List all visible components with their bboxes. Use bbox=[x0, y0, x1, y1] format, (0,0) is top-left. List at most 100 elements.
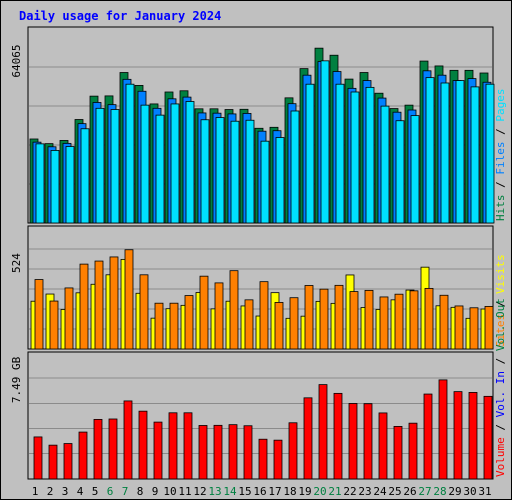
bar-pages-day-3 bbox=[65, 146, 75, 224]
bar-volume-day-5 bbox=[93, 418, 103, 480]
bar-pages-day-7 bbox=[125, 83, 135, 224]
bar-sites-day-6 bbox=[109, 256, 119, 350]
legend-files: Files bbox=[494, 142, 507, 175]
bar-volume-day-31 bbox=[483, 395, 493, 480]
bar-volume-day-19 bbox=[303, 397, 313, 480]
x-tick-label-day-6: 6 bbox=[107, 485, 114, 498]
x-tick-label-day-20: 20 bbox=[313, 485, 326, 498]
bar-volume-day-9 bbox=[153, 421, 163, 480]
bar-sites-day-15 bbox=[244, 299, 254, 350]
bar-pages-day-17 bbox=[275, 137, 285, 224]
bar-volume-day-7 bbox=[123, 400, 133, 480]
bar-sites-day-9 bbox=[154, 302, 164, 350]
legend-separator: / bbox=[494, 175, 507, 195]
bar-pages-day-22 bbox=[350, 91, 360, 224]
bar-volume-day-26 bbox=[408, 422, 418, 480]
x-tick-label-day-19: 19 bbox=[298, 485, 311, 498]
bar-pages-day-20 bbox=[320, 60, 330, 224]
x-tick-label-day-1: 1 bbox=[32, 485, 39, 498]
bar-pages-day-2 bbox=[50, 150, 60, 224]
legend: Sites / Visits bbox=[494, 254, 507, 347]
bar-pages-day-31 bbox=[485, 83, 495, 224]
bar-pages-day-21 bbox=[335, 83, 345, 224]
bar-sites-day-12 bbox=[199, 275, 209, 350]
legend-vol-out: Vol. Out bbox=[494, 298, 507, 351]
x-axis-day-labels: 1 2 3 4 5 6 7 8 9 10 11 12 13 14 15 16 17 18 19 20 21 22 23 24 2… bbox=[32, 485, 492, 498]
legend-separator: / bbox=[494, 294, 507, 314]
legend-visits: Visits bbox=[494, 254, 507, 294]
bar-sites-day-23 bbox=[364, 289, 374, 350]
bar-volume-day-30 bbox=[468, 392, 478, 480]
bar-sites-day-18 bbox=[289, 297, 299, 350]
x-tick-label-day-8: 8 bbox=[137, 485, 144, 498]
bar-pages-day-5 bbox=[95, 107, 105, 224]
legend: Hits / Files / Pages bbox=[494, 89, 507, 222]
x-tick-label-day-5: 5 bbox=[92, 485, 99, 498]
bar-sites-day-27 bbox=[424, 287, 434, 350]
bar-volume-day-12 bbox=[198, 425, 208, 480]
bar-pages-day-4 bbox=[80, 128, 90, 224]
bar-sites-day-20 bbox=[319, 288, 329, 350]
bar-volume-day-14 bbox=[228, 424, 238, 480]
x-tick-label-day-2: 2 bbox=[47, 485, 54, 498]
bar-volume-day-22 bbox=[348, 403, 358, 480]
legend-separator: / bbox=[494, 417, 507, 437]
bar-volume-day-16 bbox=[258, 438, 268, 480]
scale-label: 524 bbox=[10, 253, 23, 273]
x-tick-label-day-28: 28 bbox=[433, 485, 446, 498]
bar-pages-day-18 bbox=[290, 110, 300, 224]
legend-pages: Pages bbox=[494, 89, 507, 122]
bar-sites-day-10 bbox=[169, 302, 179, 350]
bar-sites-day-22 bbox=[349, 291, 359, 350]
bar-pages-day-28 bbox=[440, 82, 450, 224]
x-tick-label-day-29: 29 bbox=[448, 485, 461, 498]
bar-sites-day-31 bbox=[484, 306, 494, 350]
bar-volume-day-27 bbox=[423, 393, 433, 480]
legend: Volume / Vol. In / Vol. Out bbox=[494, 298, 507, 477]
bar-sites-day-2 bbox=[49, 300, 59, 350]
x-tick-label-day-10: 10 bbox=[163, 485, 176, 498]
bar-pages-day-10 bbox=[170, 103, 180, 224]
bar-sites-day-1 bbox=[34, 279, 44, 350]
x-tick-label-day-24: 24 bbox=[373, 485, 387, 498]
bar-sites-day-11 bbox=[184, 295, 194, 350]
bar-sites-day-26 bbox=[409, 290, 419, 350]
x-tick-label-day-14: 14 bbox=[223, 485, 237, 498]
bar-volume-day-15 bbox=[243, 425, 253, 480]
bar-volume-day-23 bbox=[363, 403, 373, 480]
bar-pages-day-1 bbox=[35, 143, 45, 224]
sites-visits-panel: 524 Sites / Visits bbox=[10, 225, 507, 350]
x-tick-label-day-25: 25 bbox=[388, 485, 401, 498]
bar-pages-day-23 bbox=[365, 86, 375, 224]
bar-volume-day-4 bbox=[78, 431, 88, 480]
bar-volume-day-6 bbox=[108, 418, 118, 480]
bar-volume-day-28 bbox=[438, 379, 448, 480]
x-tick-label-day-9: 9 bbox=[152, 485, 159, 498]
bar-pages-day-14 bbox=[230, 120, 240, 224]
x-tick-label-day-3: 3 bbox=[62, 485, 69, 498]
x-tick-label-day-27: 27 bbox=[418, 485, 431, 498]
bar-pages-day-19 bbox=[305, 83, 315, 224]
x-tick-label-day-15: 15 bbox=[238, 485, 251, 498]
bar-pages-day-13 bbox=[215, 117, 225, 224]
bar-sites-day-4 bbox=[79, 263, 89, 350]
bar-volume-day-10 bbox=[168, 412, 178, 480]
bar-sites-day-16 bbox=[259, 281, 269, 350]
bar-volume-day-29 bbox=[453, 391, 463, 480]
bar-volume-day-3 bbox=[63, 443, 73, 480]
bar-sites-day-28 bbox=[439, 294, 449, 350]
bar-volume-day-2 bbox=[48, 444, 58, 480]
bar-pages-day-30 bbox=[470, 86, 480, 224]
bar-volume-day-25 bbox=[393, 426, 403, 480]
bar-sites-day-8 bbox=[139, 274, 149, 350]
x-tick-label-day-11: 11 bbox=[178, 485, 191, 498]
bar-pages-day-6 bbox=[110, 109, 120, 224]
bar-pages-day-27 bbox=[425, 77, 435, 224]
bar-volume-day-13 bbox=[213, 424, 223, 480]
bar-sites-day-30 bbox=[469, 307, 479, 350]
bar-pages-day-8 bbox=[140, 104, 150, 224]
legend-sites: Sites bbox=[494, 314, 507, 347]
bar-sites-day-3 bbox=[64, 287, 74, 350]
scale-label: 64065 bbox=[10, 44, 23, 77]
